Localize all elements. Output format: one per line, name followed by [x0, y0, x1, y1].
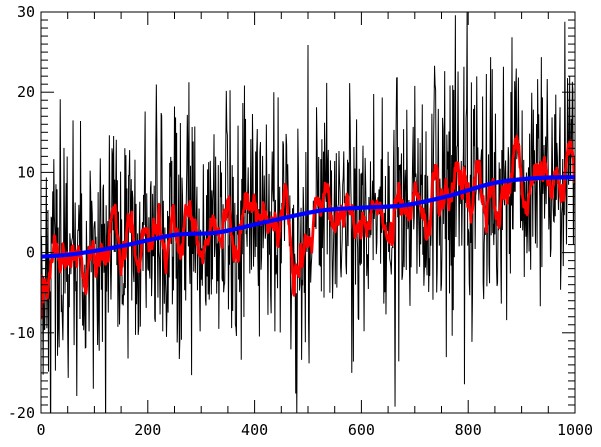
x-tick-label: 0 — [36, 421, 45, 439]
data-layer — [41, 12, 575, 413]
y-tick-label: 10 — [17, 163, 35, 181]
y-tick-label: 30 — [17, 3, 35, 21]
smoothed-series-line — [41, 134, 575, 320]
raw-series-line — [41, 12, 575, 413]
x-tick-label: 1000 — [557, 421, 593, 439]
x-tick-label: 200 — [134, 421, 161, 439]
x-tick-label: 400 — [241, 421, 268, 439]
x-tick-label: 600 — [348, 421, 375, 439]
y-tick-label: -20 — [8, 404, 35, 422]
tick-labels: 0 200 400 600 800 1000 -20 -10 0 10 20 30 — [8, 3, 593, 439]
y-tick-label: -10 — [8, 324, 35, 342]
y-tick-label: 20 — [17, 83, 35, 101]
x-tick-label: 800 — [455, 421, 482, 439]
axes-layer — [40, 11, 576, 414]
y-tick-label: 0 — [26, 244, 35, 262]
trend-line — [41, 175, 575, 259]
